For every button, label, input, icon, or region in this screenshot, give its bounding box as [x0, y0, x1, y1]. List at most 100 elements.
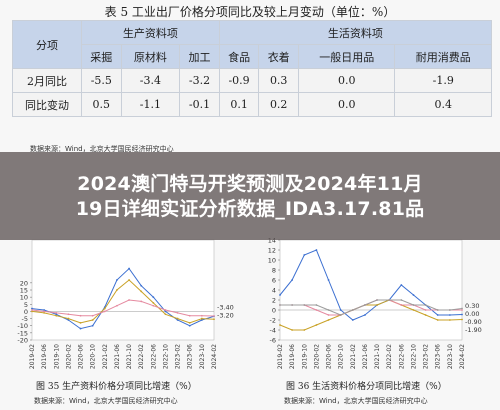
column-header: 采掘 — [81, 44, 122, 69]
data-point — [461, 307, 463, 310]
data-point — [279, 304, 281, 306]
data-point — [376, 299, 378, 301]
data-point — [351, 319, 354, 321]
y-tick-label: 2 — [272, 297, 276, 305]
data-point — [43, 311, 46, 314]
data-point — [400, 299, 403, 301]
x-tick-label: 2021-06 — [362, 344, 369, 369]
chart35-source: 数据来源：Wind，北京大学国民经济研究中心 — [34, 397, 178, 405]
data-point — [461, 313, 463, 316]
x-tick-label: 2023-06 — [187, 344, 194, 369]
data-point — [412, 304, 415, 306]
table-cell: -0.1 — [179, 92, 220, 117]
series-line — [31, 299, 215, 317]
data-point — [103, 310, 106, 313]
data-point — [91, 314, 94, 317]
data-point — [315, 309, 318, 311]
y-tick-label: -5 — [22, 315, 28, 323]
x-tick-label: 2022-02 — [386, 344, 393, 369]
table-cell: 0.5 — [81, 92, 122, 117]
data-point — [291, 304, 294, 306]
data-point — [79, 327, 82, 330]
table-cell: 0.1 — [218, 92, 260, 117]
data-point — [448, 314, 451, 316]
y-tick-label: -2 — [270, 317, 276, 325]
table-corner-label: 分项 — [12, 20, 82, 69]
data-point — [91, 319, 94, 321]
data-point — [424, 309, 427, 311]
consumer-price-chart: -6 -4 -2 0 2 4 6 8 10 12 14 2019-02 2019-06 2019-10 20… — [268, 237, 482, 370]
data-point — [152, 304, 155, 307]
x-tick-label: 2022-06 — [150, 344, 157, 369]
column-header: 衣着 — [258, 44, 299, 69]
table-cell: 0.0 — [297, 68, 396, 93]
data-point — [400, 304, 403, 306]
data-point — [176, 311, 179, 314]
data-point — [339, 314, 342, 316]
data-point — [327, 314, 330, 316]
data-point — [164, 310, 167, 313]
series-line — [31, 279, 215, 324]
x-tick-label: 2020-10 — [338, 344, 345, 369]
y-tick-label: -6 — [270, 337, 276, 345]
x-tick-label: 2020-06 — [78, 344, 85, 369]
data-point — [116, 279, 118, 281]
chart35-title: 图 35 生产资料价格分项同比增速（%） — [36, 382, 197, 392]
data-point — [364, 304, 366, 306]
x-tick-label: 2021-02 — [350, 344, 357, 369]
data-point — [128, 267, 130, 270]
data-point — [364, 314, 366, 316]
data-point — [55, 313, 58, 316]
data-point — [55, 314, 58, 317]
x-tick-label: 2021-06 — [114, 344, 121, 369]
data-point — [327, 309, 330, 311]
overlay-banner — [0, 152, 500, 240]
data-point — [315, 324, 318, 326]
data-point — [400, 284, 403, 286]
data-point — [279, 324, 281, 326]
x-tick-label: 2019-02 — [277, 344, 284, 369]
y-tick-label: -20 — [17, 337, 28, 345]
banner-headline: 2024澳门特马开奖预测及2024年11月 19日详细实证分析数据_IDA3.1… — [0, 172, 500, 222]
data-point — [315, 249, 318, 251]
row-label: 2月同比 — [12, 68, 82, 93]
y-tick-label: 0 — [272, 307, 276, 315]
data-point — [448, 319, 451, 321]
data-point — [188, 321, 191, 324]
end-value-label: -3.40 — [217, 303, 234, 311]
data-point — [140, 300, 143, 303]
y-tick-label: 4 — [272, 287, 276, 295]
data-point — [43, 310, 46, 313]
table-cell: -3.2 — [179, 68, 220, 93]
y-tick-label: 6 — [272, 277, 276, 285]
data-point — [31, 310, 33, 313]
data-point — [291, 329, 294, 331]
data-point — [424, 314, 427, 316]
data-point — [164, 309, 167, 311]
x-tick-label: 2019-10 — [301, 344, 308, 369]
y-tick-label: 10 — [20, 294, 28, 302]
data-point — [436, 314, 439, 316]
x-tick-label: 2020-02 — [313, 344, 320, 369]
chart36-source: 数据来源：Wind，北京大学国民经济研究中心 — [284, 397, 428, 405]
y-tick-label: 8 — [272, 267, 276, 275]
column-header: 食品 — [218, 44, 260, 69]
table-cell: 0.3 — [258, 68, 299, 93]
column-header: 原材料 — [120, 44, 181, 69]
data-point — [91, 324, 94, 327]
data-point — [436, 319, 439, 321]
data-point — [327, 319, 330, 321]
table-cell: -5.5 — [81, 68, 122, 93]
x-tick-label: 2023-02 — [175, 344, 182, 369]
data-point — [461, 318, 463, 321]
x-tick-label: 2023-10 — [199, 344, 206, 369]
data-point — [376, 304, 378, 306]
table-cell: 0.2 — [258, 92, 299, 117]
series-line — [279, 299, 463, 331]
data-point — [424, 304, 427, 306]
data-point — [303, 329, 306, 331]
column-header: 一般日用品 — [297, 44, 396, 69]
x-tick-label: 2024-02 — [211, 344, 218, 369]
x-tick-label: 2019-10 — [53, 344, 60, 369]
y-tick-label: 14 — [268, 237, 276, 245]
